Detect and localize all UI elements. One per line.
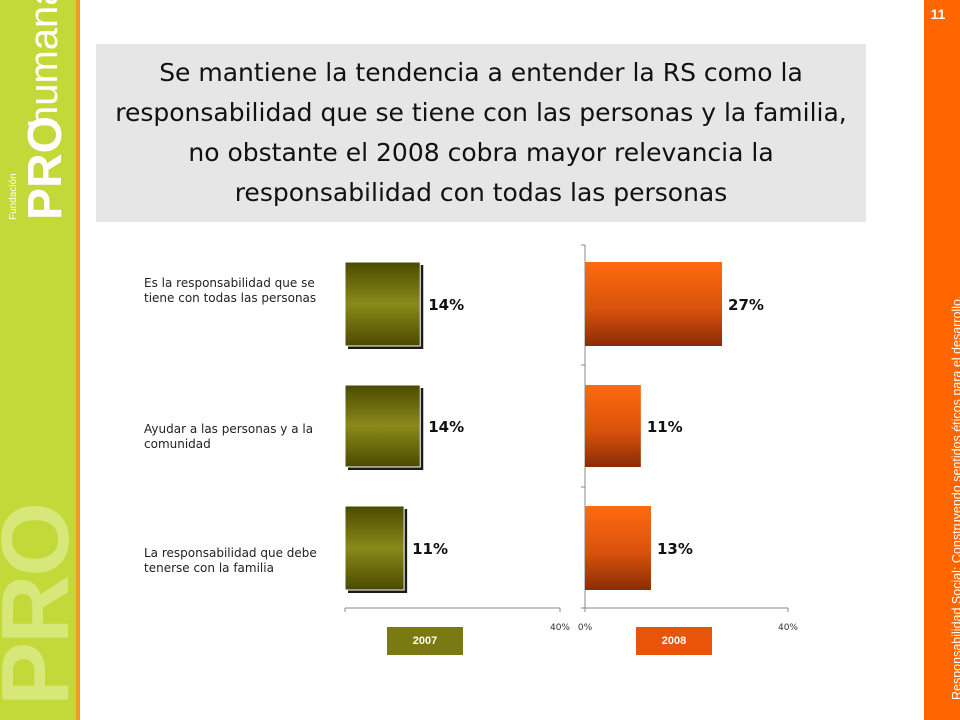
slide-number: 11 <box>930 6 946 22</box>
title-box: Se mantiene la tendencia a entender la R… <box>96 44 866 222</box>
data-label: 27% <box>728 296 764 314</box>
category-label: Ayudar a las personas y a la comunidad <box>144 422 314 451</box>
bar-2007 <box>344 384 421 468</box>
data-label: 11% <box>647 418 683 436</box>
x-tick-label: 0% <box>578 623 593 633</box>
category-label: Es la responsabilidad que se tiene con t… <box>144 276 317 305</box>
legend-2008: 2008 <box>636 627 712 655</box>
x-tick-label: 40% <box>550 623 570 633</box>
bar-2008 <box>585 385 641 467</box>
bar-2007 <box>344 505 405 591</box>
category-label: La responsabilidad que debe tenerse con … <box>144 546 317 575</box>
left-accent-stripe <box>76 0 80 720</box>
slide-title: Se mantiene la tendencia a entender la R… <box>115 58 847 207</box>
data-label: 11% <box>412 540 448 558</box>
left-brand-band <box>0 0 76 720</box>
x-tick-label: 40% <box>778 623 798 633</box>
legend-2007: 2007 <box>387 627 463 655</box>
data-label: 14% <box>428 296 464 314</box>
data-label: 13% <box>657 540 693 558</box>
right-brand-band <box>924 0 960 720</box>
data-label: 14% <box>428 418 464 436</box>
bar-2007 <box>344 261 421 347</box>
bar-2008 <box>585 506 651 590</box>
bar-2008 <box>585 262 723 346</box>
